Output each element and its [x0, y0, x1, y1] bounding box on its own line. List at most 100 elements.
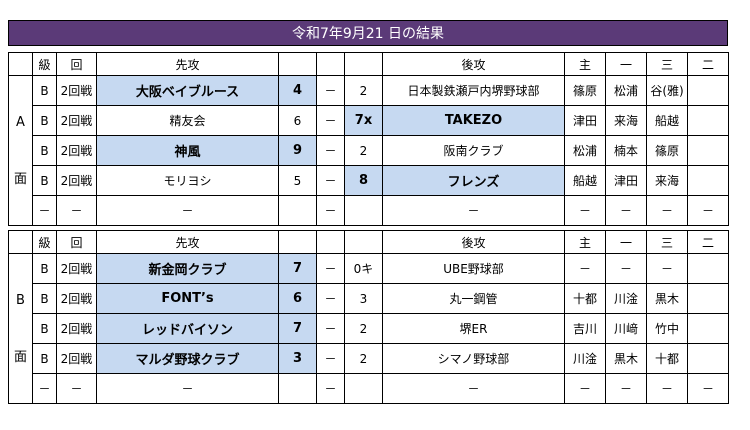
second-team-cell: UBE野球部	[382, 253, 565, 284]
round-cell: 2回戦	[56, 105, 97, 136]
round-cell: 2回戦	[56, 135, 97, 166]
second-team-cell: シマノ野球部	[382, 343, 565, 374]
umpire-main-cell: 船越	[564, 165, 606, 196]
court-label-char: A	[16, 114, 25, 130]
second-team-cell: 阪南クラブ	[382, 135, 565, 166]
umpire-second-cell	[687, 313, 729, 344]
first-team-cell: モリヨシ	[96, 165, 279, 196]
round-cell: 2回戦	[56, 75, 97, 106]
umpire-main-cell: －	[564, 253, 606, 284]
umpire-third-cell: －	[646, 195, 688, 226]
first-team-cell: 新金岡クラブ	[96, 253, 279, 284]
umpire-second-cell	[687, 283, 729, 314]
first-team-cell: レッドバイソン	[96, 313, 279, 344]
second-team-header: 後攻	[382, 52, 565, 76]
second-score-header	[344, 230, 383, 254]
second-team-cell: フレンズ	[382, 165, 565, 196]
second-score-cell	[344, 195, 383, 226]
grade-cell: B	[32, 165, 57, 196]
second-score-cell: 0キ	[344, 253, 383, 284]
first-team-cell: 大阪ベイブルース	[96, 75, 279, 106]
umpire-main-cell: 十都	[564, 283, 606, 314]
umpire-main-cell: 吉川	[564, 313, 606, 344]
score-dash-cell: －	[316, 373, 345, 404]
second-score-cell: 3	[344, 283, 383, 314]
game-row: －－－－－－－－－	[9, 373, 729, 404]
round-cell: －	[56, 373, 97, 404]
umpire-third-cell: －	[646, 373, 688, 404]
first-score-cell: 3	[278, 343, 317, 374]
second-team-cell: 丸一鋼管	[382, 283, 565, 314]
game-row: B 2回戦 FONT’s 6 － 3 丸一鋼管 十都 川淦 黒木	[9, 283, 729, 314]
first-score-cell: 9	[278, 135, 317, 166]
score-dash-cell: －	[316, 343, 345, 374]
second-score-cell: 2	[344, 313, 383, 344]
round-cell: 2回戦	[56, 253, 97, 284]
round-cell: 2回戦	[56, 313, 97, 344]
court-label-char: 面	[13, 171, 27, 187]
umpire-second-header: 二	[687, 230, 729, 254]
court-label-char: B	[16, 292, 25, 308]
umpire-second-cell: －	[687, 373, 729, 404]
dash-header	[316, 52, 345, 76]
umpire-first-header: 一	[605, 52, 647, 76]
umpire-second-cell	[687, 75, 729, 106]
grade-header: 級	[32, 230, 57, 254]
first-score-cell: 7	[278, 253, 317, 284]
umpire-main-cell: 篠原	[564, 75, 606, 106]
umpire-third-cell: 篠原	[646, 135, 688, 166]
umpire-third-cell: 十都	[646, 343, 688, 374]
second-score-cell: 2	[344, 343, 383, 374]
umpire-main-cell: －	[564, 373, 606, 404]
umpire-main-cell: －	[564, 195, 606, 226]
umpire-main-cell: 松浦	[564, 135, 606, 166]
umpire-third-cell: 谷(雅)	[646, 75, 688, 106]
umpire-second-cell	[687, 165, 729, 196]
first-score-cell: 5	[278, 165, 317, 196]
header-row: 級回先攻 後攻主一三二	[8, 52, 729, 76]
second-score-cell	[344, 373, 383, 404]
umpire-first-cell: 来海	[605, 105, 647, 136]
results-title: 令和7年9月21 日の結果	[8, 20, 728, 46]
umpire-main-header: 主	[564, 230, 606, 254]
umpire-first-cell: －	[605, 195, 647, 226]
second-score-cell: 7x	[344, 105, 383, 136]
umpire-second-cell: －	[687, 195, 729, 226]
umpire-first-cell: －	[605, 373, 647, 404]
second-score-cell: 8	[344, 165, 383, 196]
grade-cell: B	[32, 253, 57, 284]
umpire-main-cell: 津田	[564, 105, 606, 136]
second-score-cell: 2	[344, 75, 383, 106]
first-team-cell: －	[96, 195, 279, 226]
score-dash-cell: －	[316, 105, 345, 136]
umpire-second-cell	[687, 105, 729, 136]
round-cell: 2回戦	[56, 165, 97, 196]
first-score-cell: 6	[278, 105, 317, 136]
umpire-main-header: 主	[564, 52, 606, 76]
umpire-third-cell: 来海	[646, 165, 688, 196]
umpire-first-cell: －	[605, 253, 647, 284]
grade-cell: B	[32, 105, 57, 136]
first-team-cell: 精友会	[96, 105, 279, 136]
umpire-second-cell	[687, 253, 729, 284]
first-score-cell: 6	[278, 283, 317, 314]
dash-header	[316, 230, 345, 254]
first-score-cell: 4	[278, 75, 317, 106]
umpire-first-cell: 津田	[605, 165, 647, 196]
umpire-second-header: 二	[687, 52, 729, 76]
game-row: B 2回戦 精友会 6 － 7x TAKEZO 津田 来海 船越	[9, 105, 729, 136]
second-score-cell: 2	[344, 135, 383, 166]
round-cell: －	[56, 195, 97, 226]
first-team-cell: マルダ野球クラブ	[96, 343, 279, 374]
umpire-third-cell: 黒木	[646, 283, 688, 314]
first-team-cell: －	[96, 373, 279, 404]
first-score-cell	[278, 373, 317, 404]
game-row: B 面 B 2回戦 新金岡クラブ 7 － 0キ UBE野球部－－－	[8, 253, 729, 404]
second-team-cell: TAKEZO	[382, 105, 565, 136]
blank-header	[8, 230, 33, 254]
game-row: B 2回戦 モリヨシ 5 － 8 フレンズ 船越 津田 来海	[9, 165, 729, 196]
second-score-header	[344, 52, 383, 76]
second-team-cell: 日本製鉄瀬戸内堺野球部	[382, 75, 565, 106]
